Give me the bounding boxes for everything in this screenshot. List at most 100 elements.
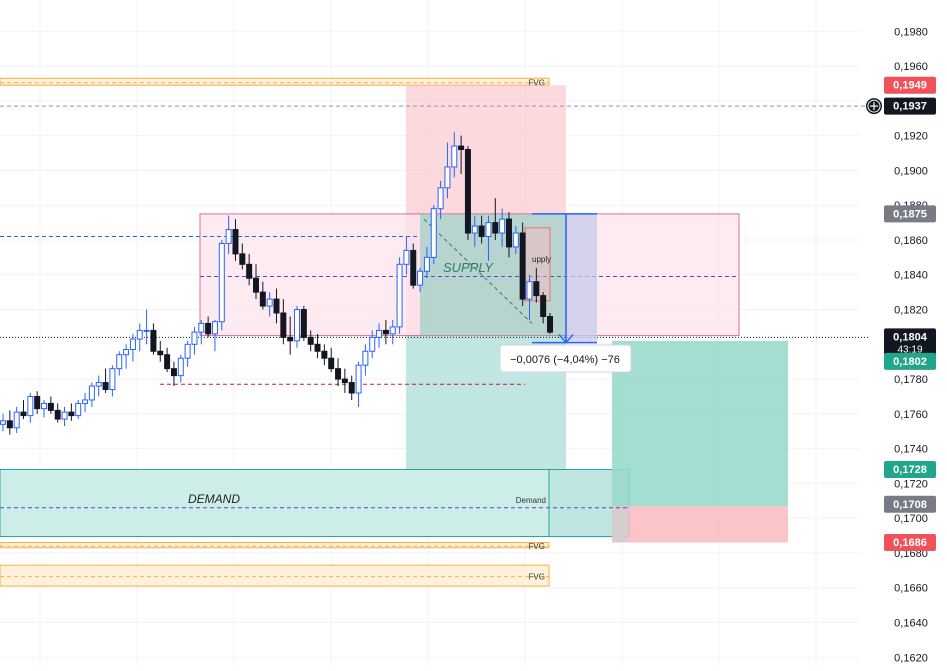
candle[interactable] xyxy=(6,420,13,429)
candle[interactable] xyxy=(123,349,130,356)
candle[interactable] xyxy=(321,350,328,359)
candle[interactable] xyxy=(451,145,458,168)
y-tick-label: 0,1700 xyxy=(894,513,928,525)
candle[interactable] xyxy=(75,402,82,417)
candle[interactable] xyxy=(54,409,61,420)
candle[interactable] xyxy=(335,368,342,380)
candle[interactable] xyxy=(471,225,478,234)
candle[interactable] xyxy=(526,281,533,300)
candle[interactable] xyxy=(259,291,266,307)
candle[interactable] xyxy=(355,364,362,394)
candle[interactable] xyxy=(314,343,321,352)
badge-1804 xyxy=(884,328,936,357)
candle[interactable] xyxy=(485,222,492,237)
badge-1949 xyxy=(884,76,936,94)
candle[interactable] xyxy=(478,225,485,237)
candle[interactable] xyxy=(403,249,410,265)
candle[interactable] xyxy=(164,354,171,370)
badge-1949-label: 0,1949 xyxy=(893,80,927,92)
add-alert-icon-ring xyxy=(867,99,881,113)
candle[interactable] xyxy=(68,411,75,417)
y-tick-label: 0,1980 xyxy=(894,26,928,38)
candle[interactable] xyxy=(369,336,376,352)
candle[interactable] xyxy=(157,350,164,356)
y-tick-label: 0,1760 xyxy=(894,409,928,421)
candle[interactable] xyxy=(382,329,389,335)
candle[interactable] xyxy=(88,385,95,401)
candle[interactable] xyxy=(280,312,287,338)
position-target-area[interactable] xyxy=(612,340,788,507)
candle[interactable] xyxy=(239,253,246,265)
candle[interactable] xyxy=(307,336,314,345)
candle[interactable] xyxy=(492,222,499,234)
candle[interactable] xyxy=(328,357,335,370)
candle[interactable] xyxy=(129,338,136,351)
candle[interactable] xyxy=(512,232,519,248)
candle[interactable] xyxy=(417,270,424,286)
candle[interactable] xyxy=(464,149,471,234)
candle[interactable] xyxy=(540,295,547,317)
candle[interactable] xyxy=(170,368,177,377)
candle[interactable] xyxy=(27,395,34,417)
candle[interactable] xyxy=(294,309,301,342)
candle[interactable] xyxy=(499,218,506,234)
candle[interactable] xyxy=(211,321,218,335)
candle[interactable] xyxy=(177,357,184,377)
fvg-lower-label: FVG xyxy=(529,573,545,582)
candle[interactable] xyxy=(109,368,116,391)
badge-1937-label: 0,1937 xyxy=(893,101,927,113)
candle[interactable] xyxy=(198,322,205,333)
candle[interactable] xyxy=(266,298,273,307)
candle[interactable] xyxy=(95,382,102,387)
candle[interactable] xyxy=(547,315,553,333)
candle[interactable] xyxy=(287,336,294,342)
candle[interactable] xyxy=(102,382,109,391)
candle[interactable] xyxy=(61,411,68,420)
candle[interactable] xyxy=(0,420,6,425)
demand-zone[interactable] xyxy=(0,469,629,538)
candle[interactable] xyxy=(218,242,225,323)
position-stop-area[interactable] xyxy=(612,506,788,543)
candle[interactable] xyxy=(505,218,512,248)
candle[interactable] xyxy=(389,326,396,335)
candle[interactable] xyxy=(116,354,123,370)
supply-label: SUPPLY xyxy=(443,260,494,275)
candle[interactable] xyxy=(82,399,89,404)
candle[interactable] xyxy=(341,378,348,384)
candle[interactable] xyxy=(184,343,191,359)
candle[interactable] xyxy=(430,208,437,258)
candle[interactable] xyxy=(136,329,143,340)
measure-area xyxy=(566,213,597,343)
candle[interactable] xyxy=(225,229,232,244)
candle[interactable] xyxy=(252,277,259,293)
candle[interactable] xyxy=(273,298,280,314)
candle[interactable] xyxy=(519,232,526,300)
candle[interactable] xyxy=(150,329,157,352)
candle[interactable] xyxy=(232,229,239,255)
candle[interactable] xyxy=(300,309,307,338)
candle[interactable] xyxy=(47,402,54,411)
candle[interactable] xyxy=(246,263,253,279)
candle[interactable] xyxy=(437,187,444,210)
badge-1708 xyxy=(884,495,936,513)
candle[interactable] xyxy=(191,331,198,345)
y-tick-label: 0,1840 xyxy=(894,270,928,282)
candle[interactable] xyxy=(423,256,430,272)
candle[interactable] xyxy=(143,329,150,332)
badge-1708-label: 0,1708 xyxy=(893,499,927,511)
candle[interactable] xyxy=(376,329,383,338)
candle[interactable] xyxy=(348,382,355,394)
candle[interactable] xyxy=(34,395,41,410)
candle[interactable] xyxy=(41,402,48,410)
candle[interactable] xyxy=(410,249,417,286)
candle[interactable] xyxy=(458,145,465,151)
candle[interactable] xyxy=(362,350,369,366)
candle[interactable] xyxy=(13,411,20,429)
candle[interactable] xyxy=(533,281,540,297)
candle[interactable] xyxy=(205,322,212,335)
candle[interactable] xyxy=(20,411,27,417)
candle[interactable] xyxy=(396,263,403,328)
candle[interactable] xyxy=(444,166,451,189)
